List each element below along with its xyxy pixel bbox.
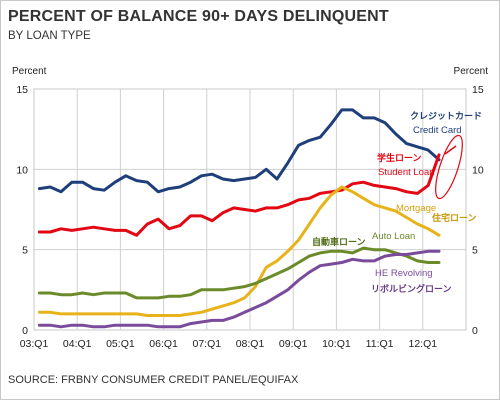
y-tick-label-right: 10 [472, 164, 484, 176]
label-mortgage: Mortgage [396, 203, 436, 214]
y-tick-label-left: 10 [16, 164, 28, 176]
x-tick-label: 04:Q1 [63, 338, 92, 350]
x-tick-label: 05:Q1 [106, 338, 135, 350]
label-credit-card: Credit Card [413, 125, 462, 136]
series-line-student-loan [37, 153, 441, 237]
grid-layer [33, 88, 467, 331]
y-tick-label-left: 5 [22, 245, 28, 257]
label-student-loan-ja: 学生ローン [377, 152, 422, 164]
label-auto-loan-ja: 自動車ローン [312, 236, 366, 248]
label-he-revolving: HE Revolving [375, 268, 433, 279]
x-tick-label: 08:Q1 [236, 338, 265, 350]
chart-subtitle: BY LOAN TYPE [8, 30, 91, 42]
series-labels: クレジットカード Credit Card 学生ローン Student Loan … [312, 111, 482, 295]
y-tick-label-right: 0 [472, 325, 478, 337]
series-line-he-revolving [37, 249, 441, 329]
y-tick-label-right: 5 [472, 245, 478, 257]
label-mortgage-ja: 住宅ローン [432, 212, 477, 224]
y-axis-label-left: Percent [12, 66, 47, 77]
series-line-mortgage [37, 185, 441, 317]
series-layer [37, 108, 441, 329]
label-he-revolving-ja: リボルビングローン [371, 283, 452, 295]
series-line-auto-loan [37, 246, 441, 300]
y-tick-label-left: 15 [16, 84, 28, 96]
annotation-layer [435, 134, 463, 200]
y-axis-label-right: Percent [454, 66, 489, 77]
label-auto-loan: Auto Loan [372, 231, 415, 242]
series-line-credit-card [37, 108, 441, 194]
highlight-ellipse [435, 134, 463, 200]
y-tick-label-right: 15 [472, 84, 484, 96]
chart-title: PERCENT OF BALANCE 90+ DAYS DELINQUENT [8, 8, 389, 25]
x-tick-label: 12:Q1 [408, 338, 437, 350]
label-student-loan: Student Loan [378, 167, 435, 178]
x-tick-label: 07:Q1 [192, 338, 221, 350]
axis-layer: Percent Percent 0 0 5 5 10 10 15 15 03:Q1 04:Q1 05… [12, 66, 488, 350]
x-tick-label: 10:Q1 [322, 338, 351, 350]
x-tick-label: 11:Q1 [366, 338, 394, 350]
x-tick-label: 06:Q1 [149, 338, 178, 350]
highlight-connector [444, 145, 457, 155]
source-note: SOURCE: FRBNY CONSUMER CREDIT PANEL/EQUI… [8, 374, 299, 386]
x-tick-label: 09:Q1 [279, 338, 308, 350]
label-credit-card-ja: クレジットカード [410, 111, 482, 122]
x-tick-label: 03:Q1 [20, 338, 49, 350]
y-tick-label-left: 0 [22, 325, 28, 337]
